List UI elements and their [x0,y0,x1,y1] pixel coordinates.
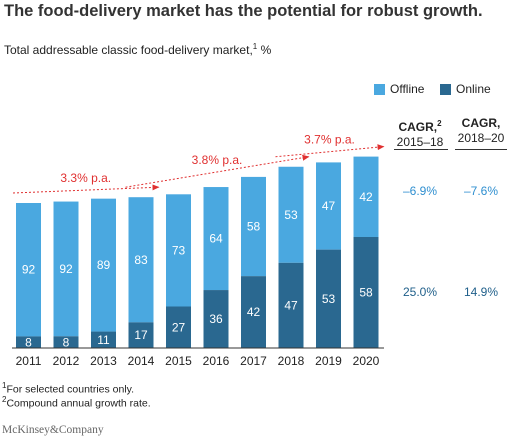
bar-online-2011 [16,336,41,348]
data-label-online-2020: 58 [359,285,373,299]
data-label-online-2015: 27 [172,320,186,334]
bar-offline-2015 [166,194,191,307]
bar-online-2020 [353,236,379,348]
data-label-online-2018: 47 [284,298,298,312]
cagr-offline-2018-20: –7.6% [463,184,499,198]
data-label-online-2013: 11 [97,333,110,347]
data-label-online-2017: 42 [247,305,261,319]
subtitle-unit: % [257,43,272,57]
data-label-online-2012: 8 [63,336,70,350]
legend-swatch-online [440,83,451,95]
cagr-header-1: CAGR,2 2015–18 [392,116,448,150]
data-label-offline-2012: 92 [59,262,73,276]
subtitle-text: Total addressable classic food-delivery … [4,43,253,57]
legend-item-offline: Offline [374,82,424,96]
data-label-online-2014: 17 [134,328,148,342]
data-label-offline-2017: 58 [247,220,261,234]
x-tick-label-2014: 2014 [128,354,155,368]
x-tick-label-2017: 2017 [240,354,267,368]
data-label-online-2016: 36 [209,312,223,326]
bar-offline-2016 [203,187,229,291]
legend-swatch-offline [374,83,385,95]
chart-title: The food-delivery market has the potenti… [4,2,483,20]
data-label-offline-2020: 42 [359,190,373,204]
growth-arrow-1 [12,184,160,194]
bar-online-2016 [203,290,229,348]
footnote-1-text: For selected countries only. [6,383,135,396]
bar-offline-2019 [316,162,341,250]
cagr-header-1-period: 2015–18 [396,135,444,149]
footnote-2: 2Compound annual growth rate. [2,395,151,410]
growth-arrows-group: 3.3% p.a. 3.8% p.a. 3.7% p.a. [12,133,385,194]
x-tick-label-2018: 2018 [278,354,305,368]
footnote-1: 1For selected countries only. [2,381,134,396]
bar-offline-2018 [278,166,304,263]
cagr-header-2-label: CAGR, [461,116,501,130]
data-label-offline-2019: 47 [322,199,336,213]
bar-online-2017 [241,276,266,348]
x-tick-label-2020: 2020 [353,354,380,368]
data-label-online-2011: 8 [25,336,32,350]
cagr-header-1-label: CAGR, [398,120,438,134]
growth-label-2: 3.8% p.a. [192,153,243,167]
legend-label-offline: Offline [390,82,425,96]
legend-item-online: Online [440,82,491,96]
x-tick-label-2012: 2012 [53,354,80,368]
bar-online-2019 [316,249,341,348]
bar-offline-2013 [91,198,116,332]
bar-online-2015 [166,306,191,348]
x-tick-label-2013: 2013 [90,354,117,368]
footnote-2-marker: 2 [2,395,7,404]
cagr-header-1-footnote-ref: 2 [437,119,442,128]
x-tick-label-2016: 2016 [203,354,230,368]
x-tick-label-2015: 2015 [165,354,192,368]
bar-online-2014 [128,322,154,348]
cagr-header-2: CAGR, 2018–20 [453,116,509,146]
cagr-header-2-period: 2018–20 [457,131,505,145]
bars-group: 92 8 2011 92 8 2012 89 11 2013 83 17 2014 73 27 2015 64… [16,156,380,368]
bar-offline-2017 [241,176,266,277]
mckinsey-logo: McKinsey&Company [2,424,104,436]
data-label-offline-2011: 92 [22,263,36,277]
bar-offline-2012 [53,201,79,337]
data-label-offline-2014: 83 [134,253,148,267]
legend-label-online: Online [456,82,491,96]
bar-offline-2014 [128,197,154,323]
data-label-offline-2013: 89 [97,258,111,272]
footnote-1-marker: 1 [2,381,7,390]
cagr-online-2015-18: 25.0% [402,285,438,299]
data-label-offline-2016: 64 [209,232,223,246]
cagr-online-2018-20: 14.9% [463,285,499,299]
x-tick-label-2019: 2019 [315,354,342,368]
bar-offline-2020 [353,156,379,237]
growth-arrow-2 [125,154,310,188]
data-label-offline-2015: 73 [172,243,186,257]
data-label-offline-2018: 53 [284,208,298,222]
bar-online-2018 [278,262,304,348]
chart-subtitle: Total addressable classic food-delivery … [4,42,271,57]
cagr-offline-2015-18: –6.9% [402,184,438,198]
bar-offline-2011 [16,203,41,337]
subtitle-footnote-ref: 1 [252,42,258,51]
growth-label-1: 3.3% p.a. [60,171,111,185]
bar-online-2012 [53,336,79,348]
growth-arrow-3 [275,144,385,158]
x-tick-label-2011: 2011 [16,354,42,368]
data-label-online-2019: 53 [322,292,336,306]
growth-label-3: 3.7% p.a. [304,133,355,147]
footnote-2-text: Compound annual growth rate. [6,397,151,410]
cagr-header-2-rule [455,149,507,150]
cagr-header-1-rule [394,149,448,150]
bar-online-2013 [91,331,116,348]
